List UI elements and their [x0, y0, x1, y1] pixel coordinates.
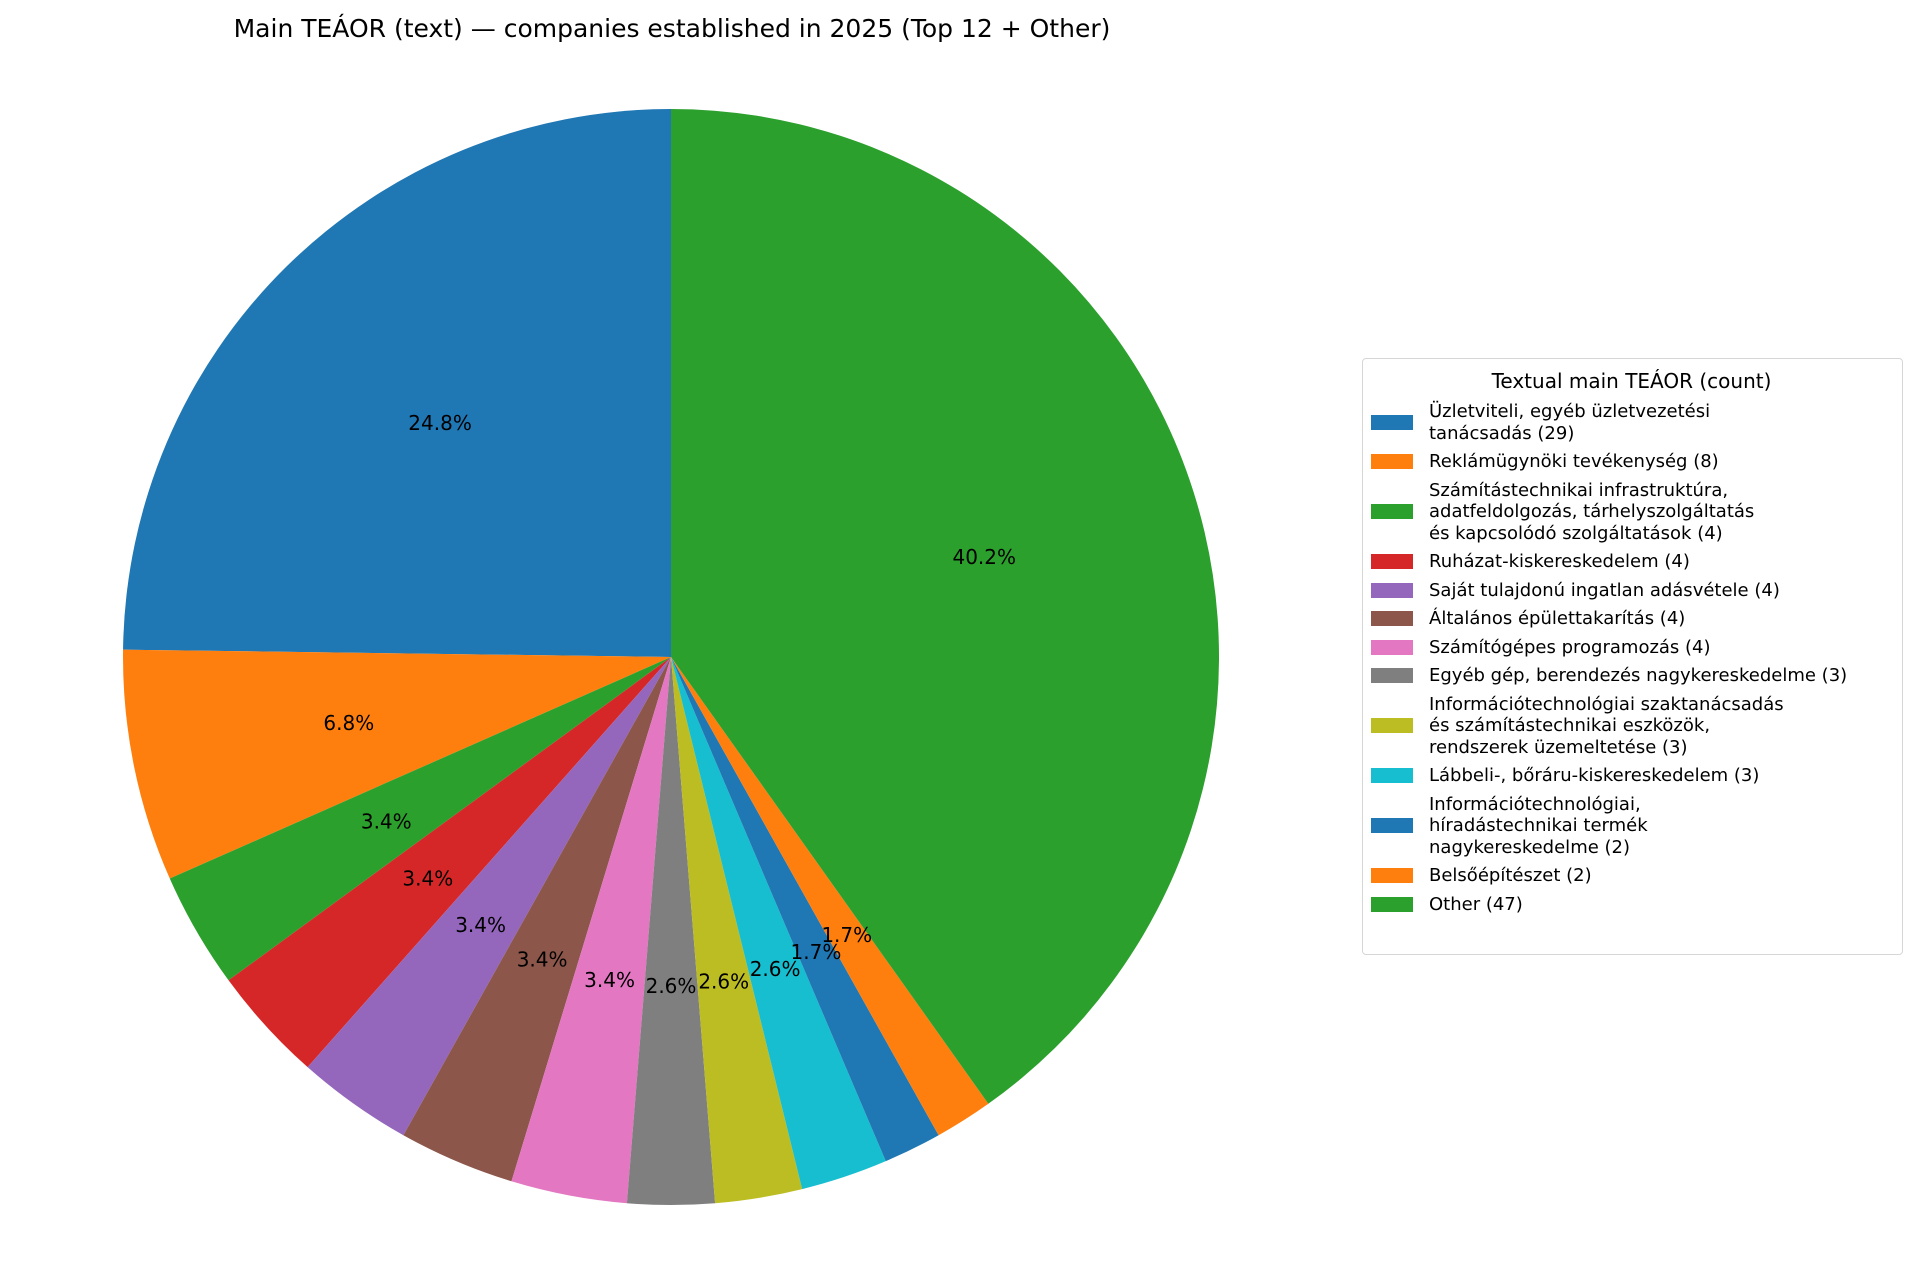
pie-wedge: [671, 657, 989, 1136]
legend-item: Információtechnológiai szaktanácsadás és…: [1371, 694, 1892, 759]
legend: Textual main TEÁOR (count) Üzletviteli, …: [1362, 358, 1903, 955]
legend-item: Számítástechnikai infrastruktúra, adatfe…: [1371, 480, 1892, 545]
pie-chart: 24.8%6.8%3.4%3.4%3.4%3.4%3.4% 2.6% 2.6%2.6…: [123, 109, 1220, 1205]
legend-item: Reklámügynöki tevékenység (8): [1371, 451, 1892, 473]
legend-label: Egyéb gép, berendezés nagykereskedelme (…: [1429, 665, 1848, 686]
legend-label: Információtechnológiai, híradástechnikai…: [1429, 793, 1648, 858]
legend-item: Lábbeli-, bőráru-kiskereskedelem (3): [1371, 765, 1892, 787]
pie-percentage-labels: 24.8%6.8%3.4%3.4%3.4%3.4%3.4% 2.6% 2.6%2.6…: [323, 411, 1016, 998]
legend-items: Üzletviteli, egyéb üzletvezetési tanácsa…: [1371, 401, 1892, 915]
legend-title: Textual main TEÁOR (count): [1491, 369, 1772, 393]
pie-pct-label: 6.8%: [323, 711, 374, 735]
pie-wedges: [123, 109, 1220, 1205]
legend-label: Üzletviteli, egyéb üzletvezetési tanácsa…: [1429, 401, 1711, 444]
pie-pct-label: 3.4%: [584, 968, 635, 992]
legend-item: Ruházat-kiskereskedelem (4): [1371, 551, 1892, 573]
pie-pct-label: 3.4%: [402, 866, 453, 890]
pie-wedge: [123, 109, 672, 657]
legend-swatch-icon: [1371, 896, 1413, 912]
legend-swatch-icon: [1371, 611, 1413, 627]
legend-swatch-icon: [1371, 868, 1413, 884]
pie-wedge: [671, 109, 1220, 1104]
pie-pct-label: 3.4%: [361, 809, 412, 833]
pie-pct-label: 1.7%: [791, 940, 842, 964]
pie-wedge: [511, 657, 671, 1204]
pie-wedge: [123, 649, 672, 879]
pie-pct-label: 3.4%: [517, 947, 568, 971]
legend-swatch-icon: [1371, 454, 1413, 470]
legend-label: Lábbeli-, bőráru-kiskereskedelem (3): [1429, 765, 1760, 786]
pie-wedge: [671, 657, 939, 1162]
pie-wedge: [307, 657, 671, 1136]
legend-label: Információtechnológiai szaktanácsadás és…: [1429, 693, 1784, 758]
legend-item: Számítógépes programozás (4): [1371, 637, 1892, 659]
pie-pct-label: 2.6%: [698, 970, 749, 994]
legend-swatch-icon: [1371, 554, 1413, 570]
legend-item: Other (47): [1371, 894, 1892, 916]
legend-label: Számítógépes programozás (4): [1429, 636, 1711, 658]
pie-pct-label: 3.4%: [455, 913, 506, 937]
legend-item: Saját tulajdonú ingatlan adásvétele (4): [1371, 580, 1892, 602]
legend-item: Információtechnológiai, híradástechnikai…: [1371, 794, 1892, 859]
pie-wedge: [169, 657, 671, 981]
pie-wedge: [228, 657, 671, 1068]
legend-label: Saját tulajdonú ingatlan adásvétele (4): [1429, 579, 1780, 601]
legend-swatch-icon: [1371, 639, 1413, 655]
pie-pct-label: 1.7%: [821, 923, 872, 947]
pie-pct-label: 2.6%: [646, 974, 697, 998]
pie-pct-label: 40.2%: [952, 545, 1016, 569]
legend-label: Általános épülettakarítás (4): [1429, 608, 1686, 629]
legend-swatch-icon: [1371, 718, 1413, 734]
legend-item: Belsőépítészet (2): [1371, 865, 1892, 887]
legend-label: Other (47): [1429, 893, 1523, 915]
legend-label: Reklámügynöki tevékenység (8): [1429, 451, 1719, 472]
legend-swatch-icon: [1371, 818, 1413, 834]
pie-wedge: [403, 657, 671, 1182]
legend-swatch-icon: [1371, 504, 1413, 520]
pie-wedge: [626, 657, 716, 1205]
legend-item: Egyéb gép, berendezés nagykereskedelme (…: [1371, 665, 1892, 687]
chart-title: Main TEÁOR (text) — companies establishe…: [233, 14, 1111, 43]
pie-wedge: [671, 657, 886, 1190]
legend-item: Üzletviteli, egyéb üzletvezetési tanácsa…: [1371, 401, 1892, 444]
pie-wedge: [671, 657, 803, 1204]
legend-label: Számítástechnikai infrastruktúra, adatfe…: [1429, 479, 1755, 544]
legend-label: Belsőépítészet (2): [1429, 865, 1592, 886]
legend-item: Általános épülettakarítás (4): [1371, 608, 1892, 630]
legend-swatch-icon: [1371, 768, 1413, 784]
legend-swatch-icon: [1371, 415, 1413, 430]
pie-pct-label: 2.6%: [750, 957, 801, 981]
pie-pct-label: 24.8%: [408, 411, 472, 435]
legend-swatch-icon: [1371, 668, 1413, 684]
legend-label: Ruházat-kiskereskedelem (4): [1429, 551, 1690, 572]
legend-swatch-icon: [1371, 582, 1413, 598]
